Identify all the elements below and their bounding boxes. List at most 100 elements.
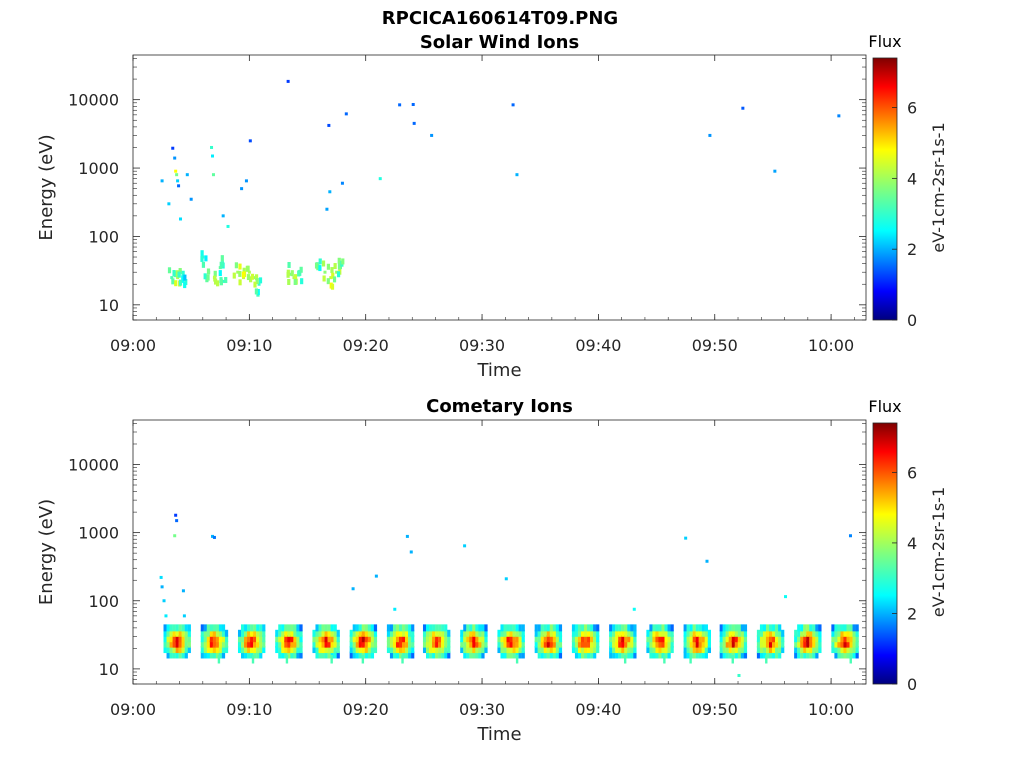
- cluster-cell: [332, 276, 337, 283]
- burst-cell: [200, 646, 204, 654]
- burst-cell: [855, 635, 859, 643]
- burst-cell: [515, 654, 519, 664]
- burst-cell: [775, 640, 779, 648]
- cluster-cell: [203, 273, 207, 280]
- burst-cell: [503, 635, 507, 643]
- burst-cell: [203, 651, 207, 659]
- burst-cell: [546, 624, 550, 632]
- burst-cell: [175, 624, 179, 632]
- data-point: [784, 595, 788, 599]
- burst-cell: [698, 635, 702, 643]
- burst-cell: [281, 646, 285, 654]
- burst-cell: [509, 646, 513, 654]
- burst-cell: [221, 640, 226, 648]
- burst-cell: [484, 640, 488, 648]
- burst-cell: [241, 646, 245, 654]
- burst-cell: [438, 624, 442, 632]
- burst-cell: [815, 629, 819, 637]
- burst-cell: [837, 624, 841, 632]
- data-point: [708, 133, 712, 137]
- burst-cell: [336, 646, 340, 654]
- burst-cell: [849, 629, 853, 637]
- burst-cell: [772, 646, 776, 654]
- burst-cell: [593, 646, 597, 654]
- y-tick-label: 1000: [78, 159, 119, 178]
- burst-cell: [740, 646, 745, 654]
- burst-cell: [206, 624, 210, 632]
- cluster-cell: [299, 266, 303, 273]
- burst-cell: [664, 640, 668, 648]
- burst-cell: [333, 651, 337, 659]
- burst-cell: [172, 629, 176, 637]
- burst-cell: [472, 640, 476, 648]
- burst-cell: [299, 640, 303, 648]
- burst-cell: [422, 646, 427, 654]
- burst-cell: [815, 646, 819, 654]
- burst-cell: [649, 635, 653, 643]
- burst-cell: [612, 646, 616, 654]
- burst-cell: [166, 629, 170, 637]
- burst-cell: [399, 640, 403, 648]
- burst-cell: [475, 629, 479, 637]
- burst-cell: [215, 624, 220, 632]
- burst-cell: [241, 624, 245, 632]
- burst-cell: [392, 646, 397, 654]
- burst-cell: [534, 646, 538, 654]
- burst-cell: [275, 646, 279, 654]
- burst-cell: [658, 646, 662, 654]
- burst-cell: [250, 624, 254, 632]
- burst-cell: [481, 629, 485, 637]
- burst-cell: [438, 646, 442, 654]
- burst-cell: [840, 635, 844, 643]
- burst-cell: [518, 651, 522, 659]
- burst-cell: [695, 635, 699, 643]
- burst-cell: [577, 651, 582, 659]
- burst-cell: [649, 651, 653, 659]
- burst-cell: [534, 640, 538, 648]
- burst-cell: [444, 635, 448, 643]
- burst-cell: [772, 624, 776, 632]
- burst-cell: [692, 635, 696, 643]
- burst-cell: [321, 646, 325, 654]
- cluster-cell: [250, 273, 255, 280]
- burst-cell: [546, 646, 550, 654]
- y-axis-label: Energy (eV): [36, 134, 57, 240]
- burst-cell: [395, 651, 400, 659]
- burst-cell: [432, 629, 436, 637]
- burst-cell: [765, 654, 768, 664]
- burst-cell: [618, 629, 622, 637]
- cluster-cell: [224, 277, 228, 284]
- burst-cell: [577, 646, 582, 654]
- burst-cell: [184, 624, 188, 632]
- burst-cell: [460, 646, 464, 654]
- burst-cell: [251, 654, 255, 664]
- cluster-cell: [167, 267, 172, 274]
- burst-cell: [395, 646, 400, 654]
- burst-cell: [484, 629, 488, 637]
- burst-cell: [408, 629, 412, 637]
- burst-cell: [281, 651, 285, 659]
- data-point: [170, 276, 174, 280]
- burst-cell: [425, 640, 430, 648]
- burst-cell: [373, 629, 378, 637]
- burst-cell: [765, 624, 770, 632]
- burst-cell: [253, 640, 257, 648]
- burst-cell: [834, 640, 838, 648]
- burst-cell: [670, 635, 674, 643]
- burst-cell: [253, 624, 257, 632]
- panel-title: Cometary Ions: [426, 396, 573, 417]
- burst-cell: [481, 635, 485, 643]
- cluster-cell: [253, 281, 257, 288]
- burst-cell: [812, 624, 816, 632]
- burst-cell: [667, 629, 671, 637]
- cluster-cell: [293, 274, 298, 281]
- burst-cell: [512, 646, 516, 654]
- burst-cell: [296, 635, 300, 643]
- burst-cell: [781, 629, 785, 637]
- burst-cell: [704, 629, 708, 637]
- burst-cell: [469, 629, 473, 637]
- plot-frame: [132, 419, 867, 685]
- burst-cell: [843, 635, 847, 643]
- burst-cell: [438, 635, 442, 643]
- data-point: [684, 536, 688, 540]
